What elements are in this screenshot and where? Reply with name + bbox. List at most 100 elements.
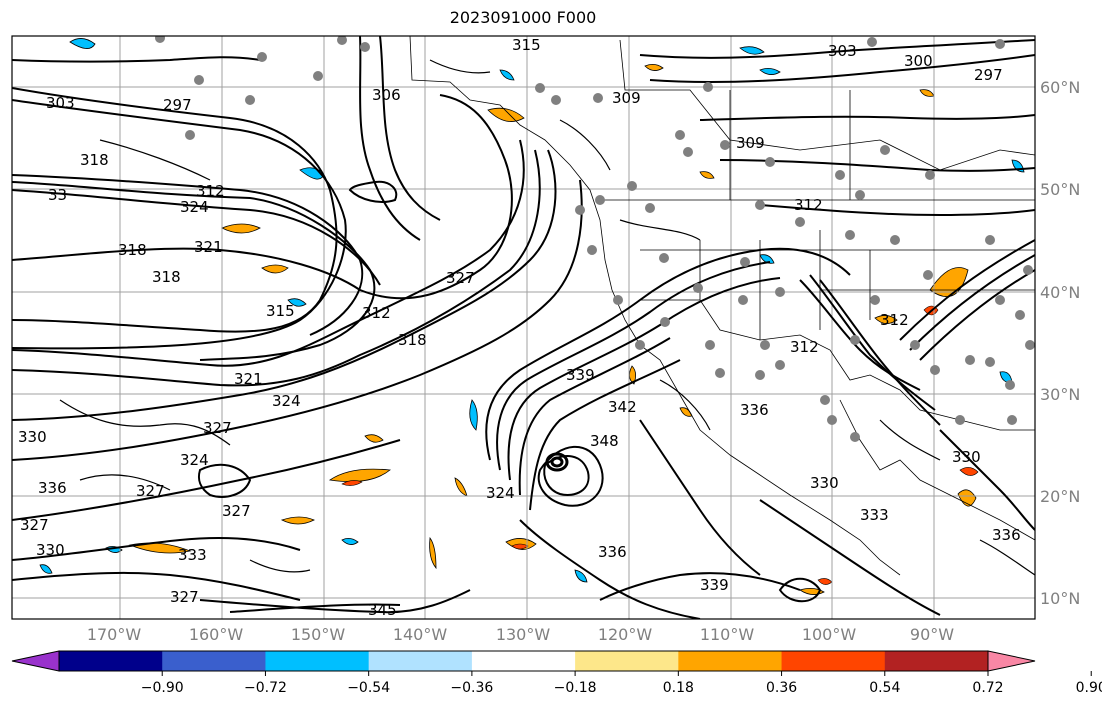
contour-label: 336	[992, 526, 1021, 544]
contour-label: 330	[36, 541, 65, 559]
thin-contours	[59, 59, 1035, 576]
colorbar-tick-label: 0.36	[766, 680, 797, 696]
lon-label: 130°W	[496, 625, 551, 644]
contour-label: 297	[974, 66, 1003, 84]
colorbar-tick-label: −0.54	[347, 680, 390, 696]
shade-patch	[699, 171, 715, 179]
shade-patch	[874, 315, 898, 324]
contour-label: 33	[48, 186, 67, 204]
shade-patch	[429, 536, 437, 570]
latitude-labels: 60°N 50°N 40°N 30°N 20°N 10°N	[1040, 78, 1080, 608]
contour-label: 312	[362, 304, 391, 322]
lat-label: 30°N	[1040, 385, 1080, 404]
colorbar: −0.90 −0.72 −0.54 −0.36 −0.18 0.18 0.36 0.54 0.7…	[11, 650, 1102, 696]
contour-label: 312	[790, 338, 819, 356]
lon-label: 140°W	[393, 625, 448, 644]
shade-patch	[644, 64, 664, 71]
colorbar-segment	[678, 651, 783, 671]
lon-label: 120°W	[598, 625, 653, 644]
shade-patch	[261, 264, 289, 274]
shade-patch	[959, 467, 979, 476]
colorbar-segment	[265, 651, 370, 671]
contour-label: 327	[170, 588, 199, 606]
contour-lines	[12, 36, 1035, 619]
contour-label: 312	[196, 182, 225, 200]
contour-label: 324	[486, 484, 515, 502]
colorbar-tick-label: 0.90	[1076, 680, 1102, 696]
contour-label: 324	[180, 198, 209, 216]
colorbar-segment	[368, 651, 473, 671]
contour-label: 303	[828, 42, 857, 60]
shade-patch	[364, 434, 384, 443]
contour-label: 339	[700, 576, 729, 594]
contour-label: 333	[178, 546, 207, 564]
lat-label: 50°N	[1040, 180, 1080, 199]
contour-label: 321	[234, 370, 263, 388]
lon-label: 100°W	[802, 625, 857, 644]
contour-label: 318	[152, 268, 181, 286]
contour-label: 345	[368, 601, 397, 619]
lon-label: 170°W	[87, 625, 142, 644]
lat-label: 10°N	[1040, 589, 1080, 608]
contour-label: 327	[20, 516, 49, 534]
lon-label: 110°W	[700, 625, 755, 644]
contour-label: 318	[398, 331, 427, 349]
contour-label: 327	[222, 502, 251, 520]
contour-label: 315	[266, 302, 295, 320]
shade-patch	[759, 254, 775, 264]
lon-label: 90°W	[910, 625, 954, 644]
map-area: 315 303 300 297 303 297 306 309 309 318 …	[12, 36, 1035, 619]
colorbar-segment	[471, 651, 576, 671]
contour-label: 300	[904, 52, 933, 70]
shade-patch	[39, 564, 53, 574]
colorbar-tick-label: −0.72	[244, 680, 287, 696]
colorbar-tick-label: −0.90	[141, 680, 184, 696]
contour-label: 327	[136, 482, 165, 500]
shade-patch	[287, 298, 307, 307]
shade-patch	[629, 365, 636, 385]
lat-label: 40°N	[1040, 283, 1080, 302]
colorbar-segment	[781, 651, 886, 671]
lon-label: 150°W	[291, 625, 346, 644]
cyclone-center	[545, 452, 569, 472]
contour-label: 318	[118, 241, 147, 259]
contour-label: 336	[598, 543, 627, 561]
contour-label: 339	[566, 366, 595, 384]
contour-label: 297	[163, 96, 192, 114]
colorbar-outline	[58, 650, 989, 672]
shade-patch	[280, 516, 315, 525]
colorbar-segment	[162, 651, 266, 671]
shade-patch	[499, 69, 515, 81]
shade-patch	[487, 107, 525, 122]
contour-label: 312	[794, 196, 823, 214]
shade-patch	[341, 538, 359, 545]
contour-label: 333	[860, 506, 889, 524]
contour-label: 336	[38, 479, 67, 497]
contour-label: 330	[810, 474, 839, 492]
contour-label: 321	[194, 238, 223, 256]
shade-patch	[341, 480, 363, 486]
colorbar-segment	[59, 651, 163, 671]
colorbar-extend-left	[11, 650, 60, 672]
lat-label: 60°N	[1040, 78, 1080, 97]
shade-patch	[69, 38, 96, 49]
longitude-labels: 170°W 160°W 150°W 140°W 130°W 120°W 110°…	[87, 625, 954, 644]
shade-patch	[759, 68, 781, 75]
contour-label: 324	[272, 392, 301, 410]
contour-label: 327	[203, 419, 232, 437]
shade-patch	[957, 489, 977, 507]
colorbar-tick-label: 0.54	[869, 680, 900, 696]
colorbar-segment	[575, 651, 679, 671]
contour-label: 336	[740, 401, 769, 419]
contour-label: 342	[608, 398, 637, 416]
contour-label: 324	[180, 451, 209, 469]
colorbar-tick-label: −0.36	[450, 680, 493, 696]
map-title: 2023091000 F000	[449, 8, 597, 27]
map-frame	[11, 35, 1036, 620]
colorbar-segment	[884, 651, 989, 671]
colorbar-ticks: −0.90 −0.72 −0.54 −0.36 −0.18 0.18 0.36 0.54 0.7…	[141, 671, 1102, 696]
shade-patch	[574, 569, 588, 583]
contour-label: 348	[590, 432, 619, 450]
contour-label: 306	[372, 86, 401, 104]
